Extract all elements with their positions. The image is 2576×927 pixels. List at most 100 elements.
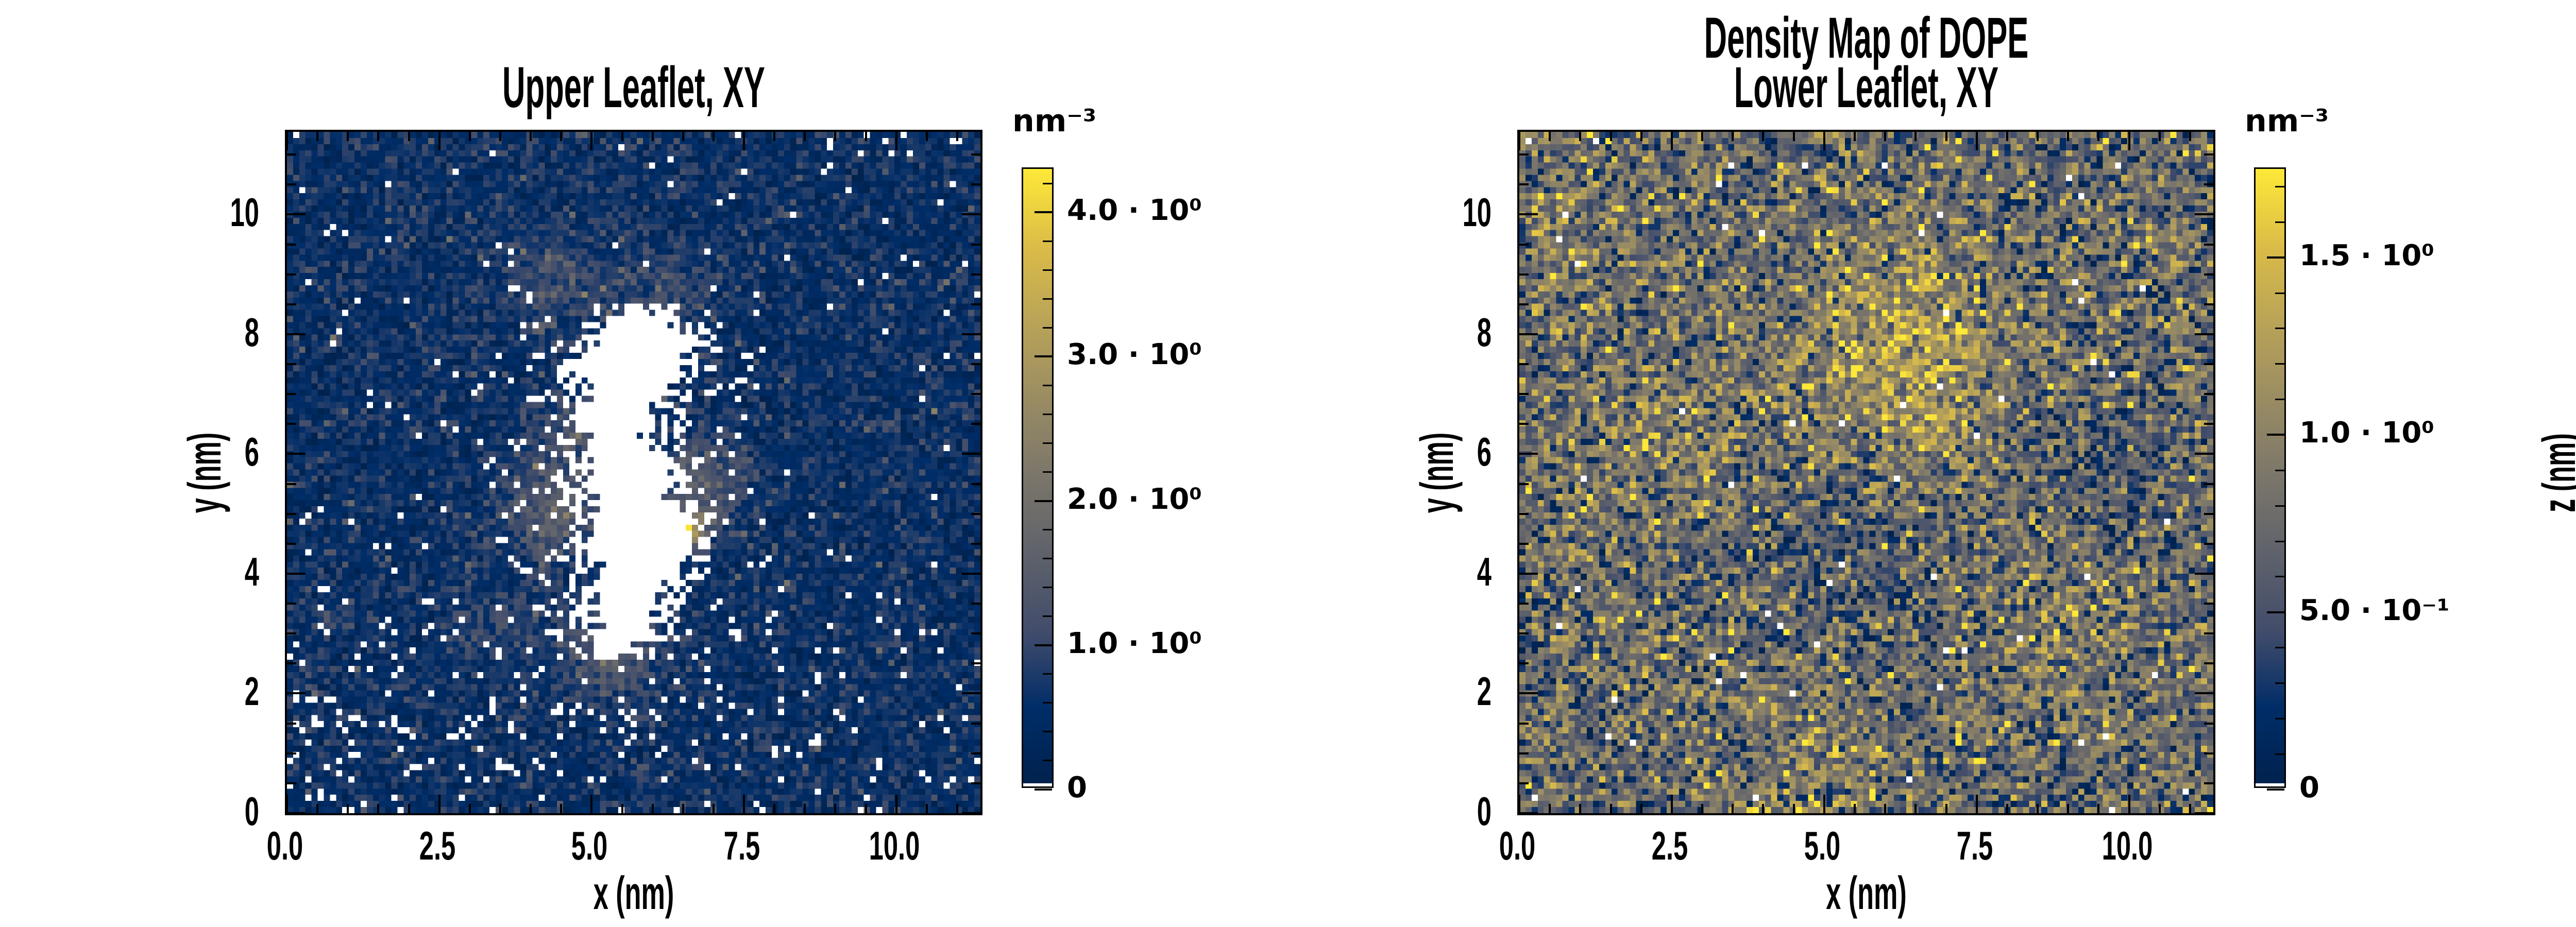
axis-tick xyxy=(1519,542,1529,545)
axis-tick xyxy=(971,483,980,485)
y-tick-label: 6 xyxy=(244,429,259,475)
axis-tick xyxy=(2158,804,2161,813)
axis-tick xyxy=(682,132,684,141)
axis-tick xyxy=(971,273,980,276)
axis-tick xyxy=(712,132,715,141)
axis-tick xyxy=(287,542,296,545)
axis-tick xyxy=(2195,572,2213,575)
axis-tick xyxy=(1792,804,1795,813)
colorbar-gradient-image xyxy=(2256,169,2284,786)
axis-tick xyxy=(1519,363,1529,366)
axis-tick xyxy=(621,804,623,813)
axis-tick xyxy=(2204,243,2213,246)
axis-tick xyxy=(287,603,296,605)
axis-tick xyxy=(743,795,745,813)
axis-tick xyxy=(499,804,501,813)
axis-tick xyxy=(287,782,296,784)
colorbar-minor-tick xyxy=(1043,760,1052,762)
y-tick-label: 10 xyxy=(230,190,259,235)
axis-tick xyxy=(1762,132,1765,141)
colorbar-gradient-image xyxy=(1023,169,1052,786)
axis-tick xyxy=(895,795,897,813)
axis-tick xyxy=(1519,782,1529,784)
colorbar-upper-leaflet: nm⁻³ 4.0 · 10⁰ 3.0 · 10⁰ 2.0 · 10⁰ 1.0 · 10… xyxy=(1012,103,1202,804)
colorbar-minor-tick xyxy=(2275,682,2284,684)
axis-tick xyxy=(651,804,654,813)
axis-tick xyxy=(1945,804,1947,813)
y-tick-label: 8 xyxy=(1477,309,1492,355)
axis-tick xyxy=(971,752,980,754)
axis-tick xyxy=(2037,804,2039,813)
y-tick-label: −2 xyxy=(2544,599,2576,646)
y-tick-label: 2 xyxy=(2544,313,2576,359)
axis-tick xyxy=(2204,632,2213,635)
axis-tick xyxy=(962,812,980,814)
axis-tick xyxy=(1823,132,1825,150)
axis-tick xyxy=(2195,453,2213,455)
axis-tick xyxy=(287,722,296,725)
y-axis-label: y (nm) xyxy=(1412,432,1463,513)
colorbar-major-tick xyxy=(1035,644,1052,646)
axis-tick xyxy=(743,132,745,150)
axis-tick xyxy=(971,303,980,305)
axis-tick xyxy=(286,795,288,813)
axis-tick xyxy=(2204,752,2213,754)
axis-tick xyxy=(962,572,980,575)
colorbar-minor-tick xyxy=(2275,363,2284,365)
axis-tick xyxy=(651,132,654,141)
axis-tick xyxy=(1609,804,1612,813)
axis-tick xyxy=(2204,722,2213,725)
colorbar-tick-label: 0 xyxy=(1067,771,1087,804)
axis-tick xyxy=(287,153,296,156)
colorbar-tick-label: 2.0 · 10⁰ xyxy=(1067,482,1202,516)
axis-tick xyxy=(971,243,980,246)
colorbar-tick-label: 5.0 · 10⁻¹ xyxy=(2299,593,2450,627)
axis-tick xyxy=(2204,183,2213,186)
axis-tick xyxy=(1640,804,1642,813)
axis-tick xyxy=(1519,512,1529,515)
axis-tick xyxy=(621,132,623,141)
axis-tick xyxy=(865,132,867,141)
axis-tick xyxy=(971,632,980,635)
x-tick-label: 0.0 xyxy=(266,823,303,868)
axis-tick xyxy=(2037,132,2039,141)
heatmap-plot-upper-leaflet xyxy=(285,130,982,815)
axis-tick xyxy=(287,572,306,575)
axis-tick xyxy=(1519,722,1529,725)
axis-tick xyxy=(1519,183,1529,186)
colorbar-minor-tick xyxy=(1043,731,1052,733)
axis-tick xyxy=(895,132,897,150)
x-tick-label: 5.0 xyxy=(1804,823,1841,868)
y-tick-label: 4 xyxy=(1477,548,1492,594)
x-tick-label: 0.0 xyxy=(1499,823,1536,868)
axis-tick xyxy=(2189,804,2192,813)
axis-tick xyxy=(287,453,306,455)
axis-tick xyxy=(925,804,928,813)
colorbar-minor-tick xyxy=(1043,702,1052,704)
axis-tick xyxy=(347,804,349,813)
axis-tick xyxy=(1519,483,1529,485)
axis-tick xyxy=(2128,795,2130,813)
axis-tick xyxy=(1519,213,1538,216)
colorbar-minor-tick xyxy=(1043,442,1052,444)
axis-tick xyxy=(1640,132,1642,141)
colorbar-minor-tick xyxy=(2275,292,2284,294)
colorbar-minor-tick xyxy=(1043,240,1052,242)
axis-tick xyxy=(971,153,980,156)
colorbar-tick-label: 3.0 · 10⁰ xyxy=(1067,338,1202,372)
colorbar-lower-leaflet: nm⁻³ 1.5 · 10⁰ 1.0 · 10⁰ 5.0 · 10⁻¹ 0 xyxy=(2245,103,2449,804)
axis-tick xyxy=(834,132,837,141)
axis-tick xyxy=(865,804,867,813)
axis-tick xyxy=(971,512,980,515)
axis-tick xyxy=(2204,782,2213,784)
axis-tick xyxy=(316,132,319,141)
axis-tick xyxy=(1519,662,1529,665)
axis-tick xyxy=(1975,132,1978,150)
colorbar-major-tick xyxy=(1035,500,1052,502)
y-tick-label: 2 xyxy=(1477,668,1492,714)
axis-tick xyxy=(287,662,296,665)
y-tick-label: 8 xyxy=(244,309,259,355)
colorbar-minor-tick xyxy=(2275,185,2284,187)
x-tick-label: 10.0 xyxy=(869,823,920,868)
axis-tick xyxy=(962,453,980,455)
